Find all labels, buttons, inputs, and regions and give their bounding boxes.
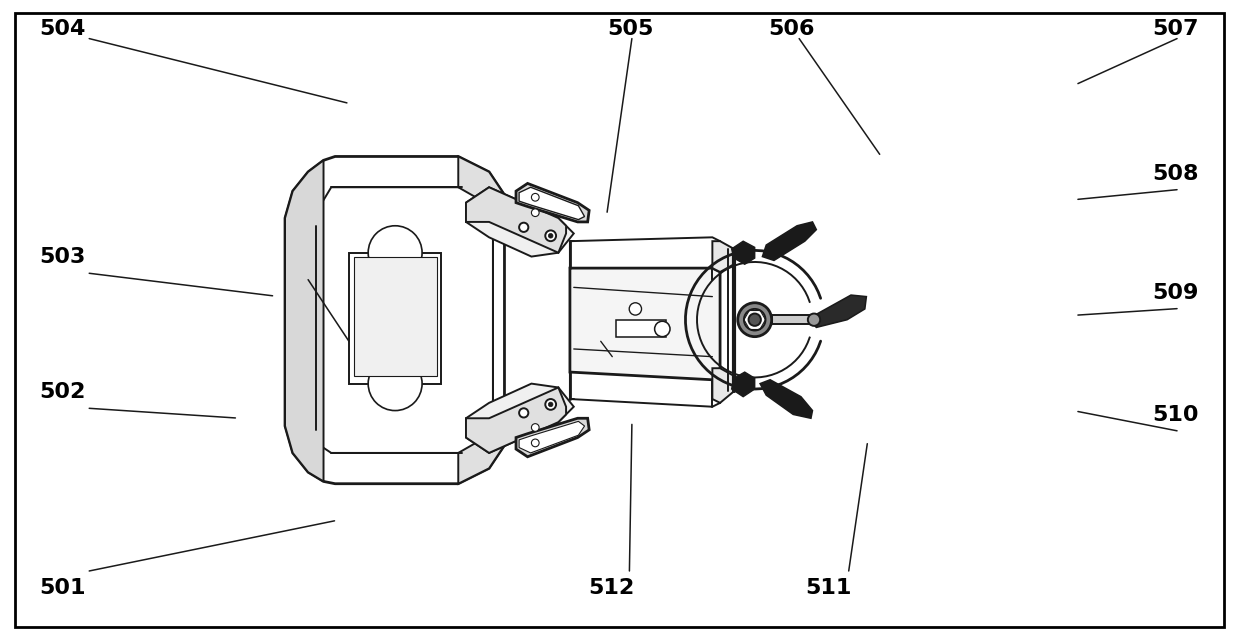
Polygon shape <box>519 421 585 453</box>
Polygon shape <box>515 418 590 457</box>
Polygon shape <box>812 295 866 327</box>
Polygon shape <box>712 241 733 272</box>
Circle shape <box>545 399 556 410</box>
Text: 506: 506 <box>768 19 815 39</box>
Text: 505: 505 <box>607 19 653 39</box>
Polygon shape <box>466 388 566 453</box>
Circle shape <box>743 309 766 331</box>
Circle shape <box>629 303 642 315</box>
Polygon shape <box>515 183 590 222</box>
Circle shape <box>748 314 761 326</box>
Circle shape <box>532 424 539 431</box>
Circle shape <box>519 408 528 417</box>
Polygon shape <box>570 237 720 280</box>
Polygon shape <box>458 156 504 222</box>
Polygon shape <box>466 384 574 453</box>
Circle shape <box>519 222 528 232</box>
Bar <box>616 320 667 338</box>
Text: 501: 501 <box>40 578 87 599</box>
Polygon shape <box>731 372 755 397</box>
Text: 502: 502 <box>40 382 85 403</box>
Text: 510: 510 <box>1152 404 1199 425</box>
Polygon shape <box>466 187 566 253</box>
Text: 509: 509 <box>1152 282 1198 303</box>
Bar <box>349 253 441 384</box>
Text: 503: 503 <box>40 247 85 267</box>
Polygon shape <box>762 222 817 260</box>
Bar <box>354 257 437 376</box>
Polygon shape <box>570 268 720 380</box>
Text: 508: 508 <box>1152 163 1199 184</box>
Circle shape <box>532 209 539 217</box>
Text: 512: 512 <box>589 578 634 599</box>
Polygon shape <box>466 187 574 257</box>
Circle shape <box>545 230 556 241</box>
Polygon shape <box>731 241 755 264</box>
Circle shape <box>737 303 772 337</box>
Polygon shape <box>519 187 585 220</box>
Text: 504: 504 <box>40 19 85 39</box>
Circle shape <box>549 233 553 238</box>
Polygon shape <box>316 187 493 453</box>
Text: 511: 511 <box>805 578 851 599</box>
Text: 507: 507 <box>1152 19 1199 39</box>
Polygon shape <box>285 160 323 482</box>
Circle shape <box>532 194 539 201</box>
Polygon shape <box>458 418 504 484</box>
Circle shape <box>368 357 422 411</box>
Polygon shape <box>712 368 733 403</box>
Circle shape <box>654 322 670 337</box>
Polygon shape <box>760 380 813 418</box>
Polygon shape <box>570 365 720 407</box>
Circle shape <box>808 314 820 326</box>
Polygon shape <box>285 156 504 484</box>
Bar <box>772 315 814 324</box>
Circle shape <box>532 439 539 447</box>
Circle shape <box>368 226 422 280</box>
Circle shape <box>549 402 553 407</box>
